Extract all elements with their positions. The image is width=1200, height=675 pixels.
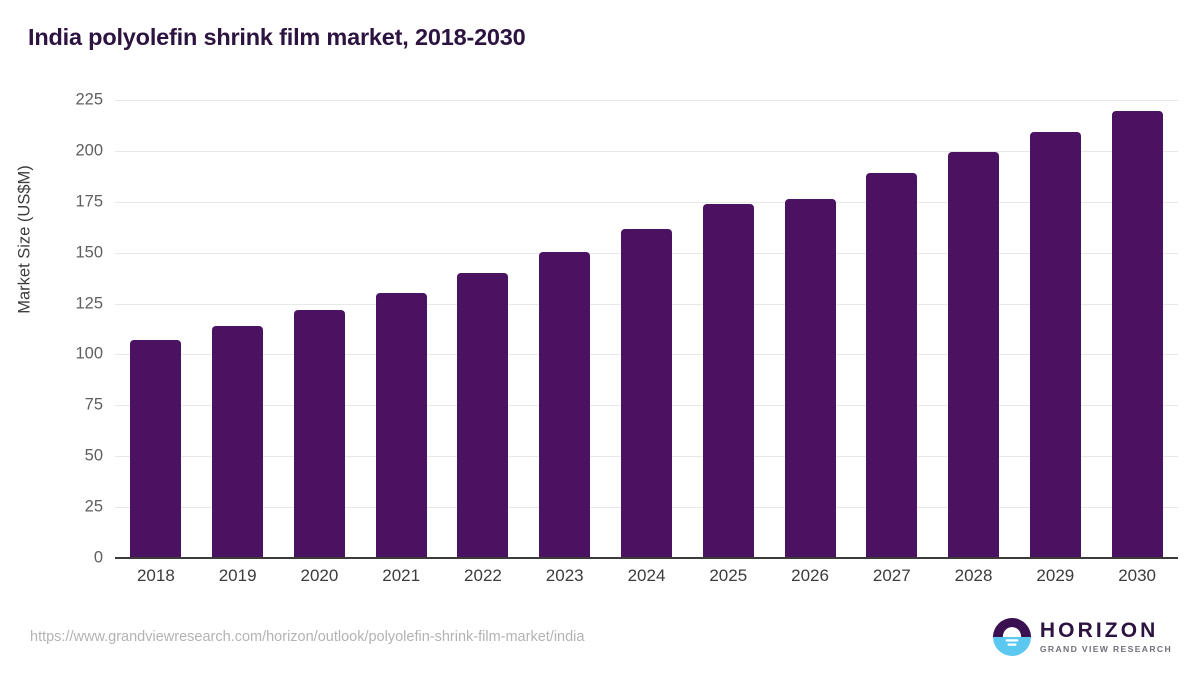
- bar[interactable]: [621, 229, 672, 558]
- bar[interactable]: [375, 293, 427, 558]
- bar[interactable]: [702, 203, 754, 558]
- x-axis-tick-label: 2029: [1036, 566, 1075, 585]
- x-axis-tick-label: 2027: [872, 566, 911, 585]
- x-axis-tick-label: 2020: [300, 566, 339, 585]
- horizon-logo-icon: [992, 618, 1031, 656]
- y-axis-tick-label: 225: [75, 90, 103, 109]
- bar[interactable]: [866, 173, 918, 558]
- y-axis-tick-label: 175: [75, 192, 103, 211]
- y-axis-tick-labels: 0 25 50 75 100 125 150 175 200 225: [55, 91, 103, 567]
- bar[interactable]: [293, 309, 345, 558]
- logo-wordmark: HORIZON: [1039, 619, 1159, 643]
- y-axis-tick-label: 25: [84, 497, 103, 516]
- x-axis-tick-label: 2018: [136, 566, 175, 585]
- source-url: https://www.grandviewresearch.com/horizo…: [30, 629, 585, 645]
- x-axis-tick-label: 2019: [218, 566, 257, 585]
- gridline: [115, 100, 1178, 101]
- x-axis-tick-label: 2024: [627, 566, 666, 585]
- x-axis-tick-label: 2022: [464, 566, 502, 585]
- x-axis-line: [115, 557, 1178, 559]
- page-title: India polyolefin shrink film market, 201…: [28, 24, 526, 50]
- logo-tagline: GRAND VIEW RESEARCH: [1039, 644, 1172, 655]
- x-axis-tick-labels: 2018 2019 2020 2021 2022 2023 2024 2025 2026 2027…: [115, 566, 1178, 596]
- x-axis-tick-label: 2021: [382, 566, 421, 585]
- y-axis-tick-label: 150: [75, 243, 103, 262]
- y-axis-title: Market Size (US$M): [15, 165, 34, 314]
- plot-area: [115, 100, 1178, 559]
- horizon-logo: HORIZON GRAND VIEW RESEARCH: [992, 616, 1172, 658]
- horizon-logo-text: HORIZON GRAND VIEW RESEARCH: [1040, 620, 1172, 654]
- x-axis-tick-label: 2030: [1118, 566, 1157, 585]
- x-axis-tick-label: 2028: [954, 566, 993, 585]
- bar-series: [115, 100, 1178, 558]
- bar[interactable]: [1029, 131, 1081, 558]
- y-axis-tick-label: 125: [75, 294, 103, 313]
- y-axis-tick-label: 50: [84, 446, 103, 465]
- gridline: [115, 150, 1178, 152]
- bar[interactable]: [457, 273, 509, 558]
- bar[interactable]: [212, 325, 264, 558]
- x-axis-tick-label: 2026: [791, 566, 829, 585]
- x-axis-tick-label: 2025: [709, 566, 748, 585]
- y-axis-tick-label: 0: [93, 548, 103, 567]
- bar[interactable]: [948, 151, 1000, 558]
- y-axis-tick-label: 200: [75, 141, 103, 160]
- y-axis-tick-label: 100: [75, 344, 103, 363]
- bar[interactable]: [784, 198, 836, 558]
- x-axis-tick-label: 2023: [545, 566, 584, 585]
- bar[interactable]: [130, 340, 182, 558]
- bar[interactable]: [539, 251, 591, 558]
- y-axis-tick-label: 75: [84, 395, 103, 414]
- gridline: [115, 201, 1178, 203]
- bar[interactable]: [1111, 111, 1163, 558]
